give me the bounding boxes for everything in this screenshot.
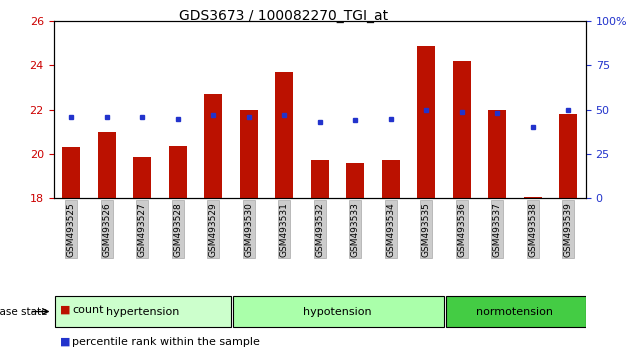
Text: GSM493529: GSM493529 xyxy=(209,202,218,257)
Bar xyxy=(275,72,293,198)
Bar xyxy=(524,197,542,198)
Bar xyxy=(204,94,222,198)
Text: GSM493533: GSM493533 xyxy=(351,202,360,257)
Text: GSM493535: GSM493535 xyxy=(421,202,431,257)
Text: GSM493526: GSM493526 xyxy=(102,202,112,257)
Bar xyxy=(488,110,506,198)
Text: GSM493539: GSM493539 xyxy=(564,202,573,257)
Text: percentile rank within the sample: percentile rank within the sample xyxy=(72,337,260,347)
Bar xyxy=(134,157,151,198)
Text: count: count xyxy=(72,305,104,315)
Text: normotension: normotension xyxy=(476,307,553,316)
Text: GSM493534: GSM493534 xyxy=(386,202,395,257)
Text: GSM493525: GSM493525 xyxy=(67,202,76,257)
Bar xyxy=(62,147,80,198)
Bar xyxy=(453,61,471,198)
Bar xyxy=(559,114,577,198)
Bar xyxy=(311,160,329,198)
Bar xyxy=(346,163,364,198)
Text: GSM493538: GSM493538 xyxy=(528,202,537,257)
Text: hypotension: hypotension xyxy=(303,307,372,316)
Text: hypertension: hypertension xyxy=(106,307,179,316)
Text: GSM493532: GSM493532 xyxy=(315,202,324,257)
Bar xyxy=(98,132,116,198)
Bar xyxy=(382,160,399,198)
FancyBboxPatch shape xyxy=(55,296,231,327)
FancyBboxPatch shape xyxy=(232,296,444,327)
Text: disease state: disease state xyxy=(0,307,47,316)
Text: ■: ■ xyxy=(60,337,71,347)
FancyBboxPatch shape xyxy=(445,296,586,327)
Text: GSM493537: GSM493537 xyxy=(493,202,501,257)
Text: GSM493527: GSM493527 xyxy=(138,202,147,257)
Text: ■: ■ xyxy=(60,305,71,315)
Text: GSM493531: GSM493531 xyxy=(280,202,289,257)
Bar xyxy=(240,110,258,198)
Bar xyxy=(169,146,186,198)
Text: GDS3673 / 100082270_TGI_at: GDS3673 / 100082270_TGI_at xyxy=(179,9,388,23)
Text: GSM493536: GSM493536 xyxy=(457,202,466,257)
Text: GSM493528: GSM493528 xyxy=(173,202,182,257)
Text: GSM493530: GSM493530 xyxy=(244,202,253,257)
Bar xyxy=(417,46,435,198)
